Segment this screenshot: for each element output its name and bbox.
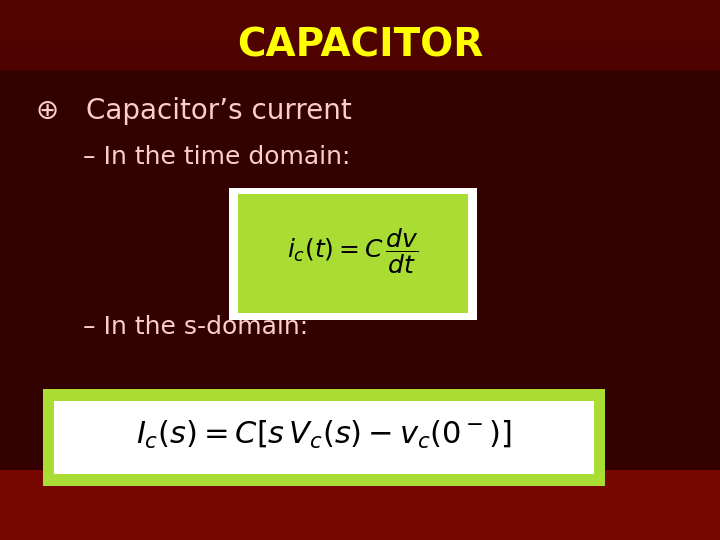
Bar [238, 194, 468, 313]
Bar [0, 530, 720, 540]
Bar [0, 322, 720, 332]
Bar [0, 222, 720, 232]
Bar [0, 411, 720, 421]
Bar [0, 312, 720, 321]
Bar [0, 0, 720, 70]
Bar [0, 153, 720, 163]
Bar [0, 361, 720, 371]
Bar [0, 302, 720, 312]
Bar [0, 70, 720, 470]
Bar [0, 521, 720, 530]
Bar [0, 262, 720, 272]
Bar [0, 471, 720, 481]
Bar [0, 490, 720, 500]
Bar [229, 188, 477, 320]
Text: – In the s-domain:: – In the s-domain: [83, 315, 308, 339]
Bar [0, 282, 720, 292]
Bar [0, 372, 720, 381]
Bar [0, 103, 720, 113]
Bar [0, 501, 720, 510]
Bar [0, 451, 720, 461]
Bar [0, 163, 720, 172]
Bar [0, 332, 720, 341]
Bar [0, 401, 720, 411]
Bar [0, 441, 720, 450]
Bar [0, 481, 720, 490]
Text: CAPACITOR: CAPACITOR [237, 27, 483, 65]
Bar [0, 53, 720, 63]
Bar [0, 113, 720, 123]
Bar [43, 389, 605, 486]
Bar [0, 352, 720, 361]
Bar [0, 212, 720, 222]
Bar [0, 173, 720, 183]
Bar [0, 391, 720, 401]
Bar [0, 43, 720, 53]
Bar [0, 510, 720, 520]
Text: Capacitor’s current: Capacitor’s current [86, 97, 352, 125]
Bar [54, 401, 594, 474]
Text: $i_c(t) = C\,\dfrac{dv}{dt}$: $i_c(t) = C\,\dfrac{dv}{dt}$ [287, 226, 418, 276]
Text: ⊕: ⊕ [35, 97, 58, 125]
Bar [0, 83, 720, 93]
Bar [0, 461, 720, 470]
Bar [0, 381, 720, 391]
Bar [0, 143, 720, 152]
Bar [0, 242, 720, 252]
Bar [0, 421, 720, 431]
Bar [0, 192, 720, 202]
Bar [0, 272, 720, 282]
Bar [0, 133, 720, 143]
Bar [0, 431, 720, 441]
Bar [0, 252, 720, 262]
Text: – In the time domain:: – In the time domain: [83, 145, 350, 168]
Bar [0, 123, 720, 133]
Bar [0, 93, 720, 103]
Bar [0, 63, 720, 73]
Bar [0, 183, 720, 192]
Text: $I_c(s) = C[s\,V_c(s) - v_c(0^-)]$: $I_c(s) = C[s\,V_c(s) - v_c(0^-)]$ [136, 418, 512, 451]
Bar [0, 232, 720, 242]
Bar [0, 292, 720, 301]
Bar [0, 341, 720, 351]
Bar [0, 73, 720, 83]
Bar [0, 202, 720, 212]
